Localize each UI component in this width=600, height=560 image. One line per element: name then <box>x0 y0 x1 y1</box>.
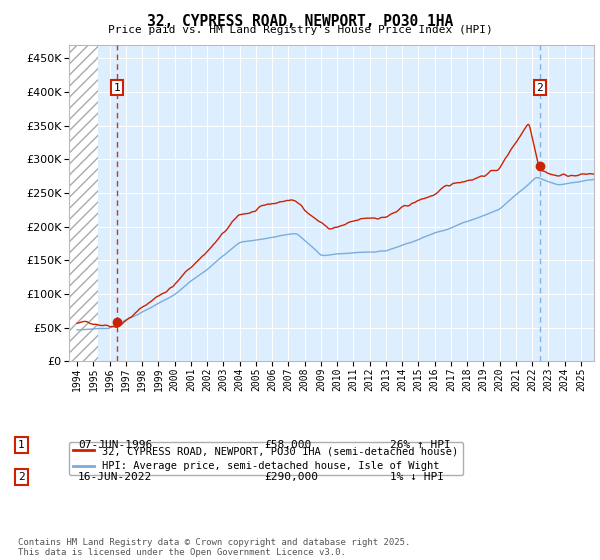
Text: Contains HM Land Registry data © Crown copyright and database right 2025.
This d: Contains HM Land Registry data © Crown c… <box>18 538 410 557</box>
Text: 2: 2 <box>18 472 25 482</box>
Legend: 32, CYPRESS ROAD, NEWPORT, PO30 1HA (semi-detached house), HPI: Average price, s: 32, CYPRESS ROAD, NEWPORT, PO30 1HA (sem… <box>69 442 463 475</box>
Text: 32, CYPRESS ROAD, NEWPORT, PO30 1HA: 32, CYPRESS ROAD, NEWPORT, PO30 1HA <box>147 14 453 29</box>
Text: 26% ↑ HPI: 26% ↑ HPI <box>390 440 451 450</box>
Text: £58,000: £58,000 <box>264 440 311 450</box>
Text: 16-JUN-2022: 16-JUN-2022 <box>78 472 152 482</box>
Text: 1: 1 <box>18 440 25 450</box>
Text: 07-JUN-1996: 07-JUN-1996 <box>78 440 152 450</box>
Text: 2: 2 <box>536 82 543 92</box>
Text: 1% ↓ HPI: 1% ↓ HPI <box>390 472 444 482</box>
Text: 1: 1 <box>113 82 120 92</box>
Text: Price paid vs. HM Land Registry's House Price Index (HPI): Price paid vs. HM Land Registry's House … <box>107 25 493 35</box>
Text: £290,000: £290,000 <box>264 472 318 482</box>
Bar <box>69 45 98 361</box>
